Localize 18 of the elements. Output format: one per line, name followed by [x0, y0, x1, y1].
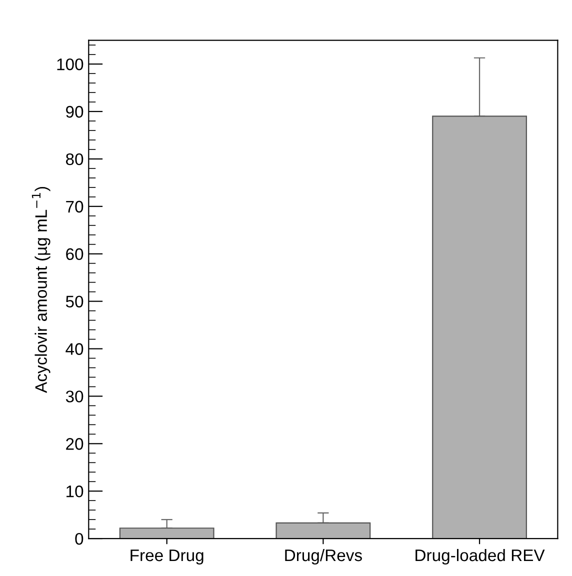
x-tick-label: Drug/Revs: [285, 548, 362, 565]
y-tick-label: 0: [75, 532, 84, 545]
y-tick-label: 20: [66, 438, 84, 450]
y-tick-label: 40: [66, 343, 84, 355]
bar: [119, 528, 214, 539]
bar: [276, 522, 371, 539]
y-tick-label: 80: [66, 153, 84, 166]
x-tick-label: Free Drug: [130, 550, 204, 565]
y-tick-label: 30: [66, 390, 84, 402]
bar: [432, 116, 527, 539]
y-tick-label: 90: [66, 106, 84, 118]
y-axis-title: Acyclovir amount (µg mL$^{−1}$): [32, 186, 50, 393]
x-tick-label: Drug-loaded REV: [416, 548, 545, 565]
y-tick-label: 70: [66, 200, 84, 213]
y-tick-label: 10: [66, 486, 84, 498]
y-tick-label: 60: [66, 248, 84, 260]
y-tick-label: 100: [57, 58, 84, 70]
y-tick-label: 50: [66, 296, 84, 308]
